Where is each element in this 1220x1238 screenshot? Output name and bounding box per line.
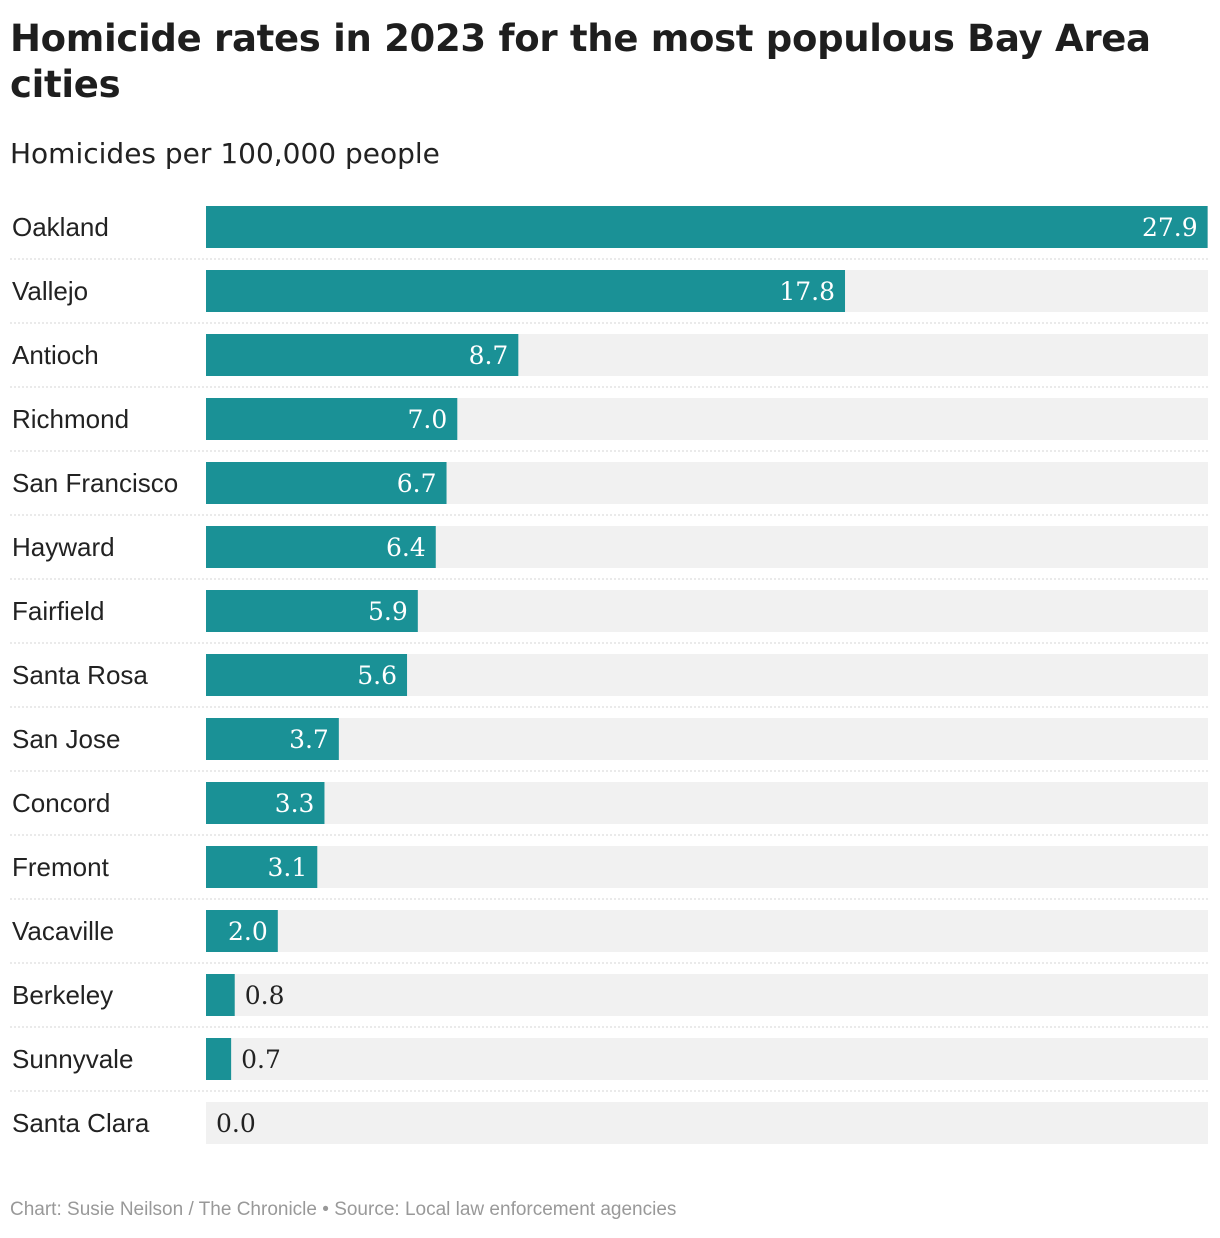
bar-row: Sunnyvale 0.7 <box>10 1038 1208 1092</box>
bar-row: Vallejo 17.8 <box>10 270 1208 324</box>
bar <box>206 846 318 888</box>
category-label: Fairfield <box>12 596 104 626</box>
value-label: 6.7 <box>397 469 437 498</box>
chart-subtitle: Homicides per 100,000 people <box>10 137 440 170</box>
bar-track <box>206 974 1208 1016</box>
value-label: 2.0 <box>228 917 268 946</box>
chart-source: Source: Local law enforcement agencies <box>334 1199 677 1220</box>
category-label: Santa Rosa <box>12 660 148 690</box>
footer-separator: • <box>322 1199 329 1220</box>
category-label: Hayward <box>12 532 115 562</box>
chart-footer: Chart: Susie Neilson / The Chronicle • S… <box>10 1196 676 1224</box>
bar-row: Richmond 7.0 <box>10 398 1208 452</box>
value-label: 5.6 <box>357 661 397 690</box>
bar-row: Oakland 27.9 <box>10 206 1208 260</box>
bar-row: Fremont 3.1 <box>10 846 1208 900</box>
bar <box>206 718 339 760</box>
bar-track <box>206 1038 1208 1080</box>
bar-row: Hayward 6.4 <box>10 526 1208 580</box>
value-label: 8.7 <box>469 341 509 370</box>
category-label: San Jose <box>12 724 120 754</box>
value-label: 5.9 <box>368 597 408 626</box>
bar-row: Vacaville 2.0 <box>10 910 1208 964</box>
bar <box>206 462 447 504</box>
category-label: Santa Clara <box>12 1108 150 1138</box>
category-label: Antioch <box>12 340 99 370</box>
bar <box>206 910 278 952</box>
bar-row: Santa Rosa 5.6 <box>10 654 1208 708</box>
chart-title: Homicide rates in 2023 for the most popu… <box>10 17 1151 106</box>
value-label: 3.1 <box>268 853 308 882</box>
bar-track <box>206 910 1208 952</box>
bar <box>206 782 325 824</box>
category-label: Richmond <box>12 404 129 434</box>
bar <box>206 974 235 1016</box>
bar <box>206 270 846 312</box>
value-label: 0.0 <box>216 1109 256 1138</box>
category-label: Oakland <box>12 212 109 242</box>
bar-chart: Oakland 27.9 Vallejo 17.8 Antioch 8.7 Richmond… <box>10 206 1208 1144</box>
value-label: 0.8 <box>245 981 285 1010</box>
value-label: 0.7 <box>241 1045 281 1074</box>
bar <box>206 1038 232 1080</box>
bar <box>206 526 436 568</box>
bar-row: Santa Clara 0.0 <box>12 1102 1208 1144</box>
value-label: 7.0 <box>408 405 448 434</box>
bar <box>206 590 418 632</box>
bar-track <box>206 1102 1208 1144</box>
chart-credit: Chart: Susie Neilson / The Chronicle <box>10 1199 317 1220</box>
value-label: 3.3 <box>275 789 315 818</box>
bar-row: San Francisco 6.7 <box>10 462 1208 516</box>
category-label: Vacaville <box>12 916 114 946</box>
category-label: Vallejo <box>12 276 88 306</box>
value-label: 17.8 <box>779 277 835 306</box>
bar <box>206 334 519 376</box>
bar-row: Fairfield 5.9 <box>10 590 1208 644</box>
bar-row: Concord 3.3 <box>10 782 1208 836</box>
category-label: Sunnyvale <box>12 1044 133 1074</box>
bar-track <box>206 782 1208 824</box>
bar-row: San Jose 3.7 <box>10 718 1208 772</box>
value-label: 6.4 <box>386 533 426 562</box>
bar <box>206 398 458 440</box>
bar <box>206 206 1208 248</box>
bar <box>206 654 408 696</box>
category-label: Concord <box>12 788 110 818</box>
category-label: Fremont <box>12 852 110 882</box>
bar-track <box>206 718 1208 760</box>
value-label: 3.7 <box>289 725 329 754</box>
category-label: San Francisco <box>12 468 178 498</box>
value-label: 27.9 <box>1142 213 1198 242</box>
bar-row: Antioch 8.7 <box>10 334 1208 388</box>
bar-track <box>206 846 1208 888</box>
category-label: Berkeley <box>12 980 113 1010</box>
bar-row: Berkeley 0.8 <box>10 974 1208 1028</box>
